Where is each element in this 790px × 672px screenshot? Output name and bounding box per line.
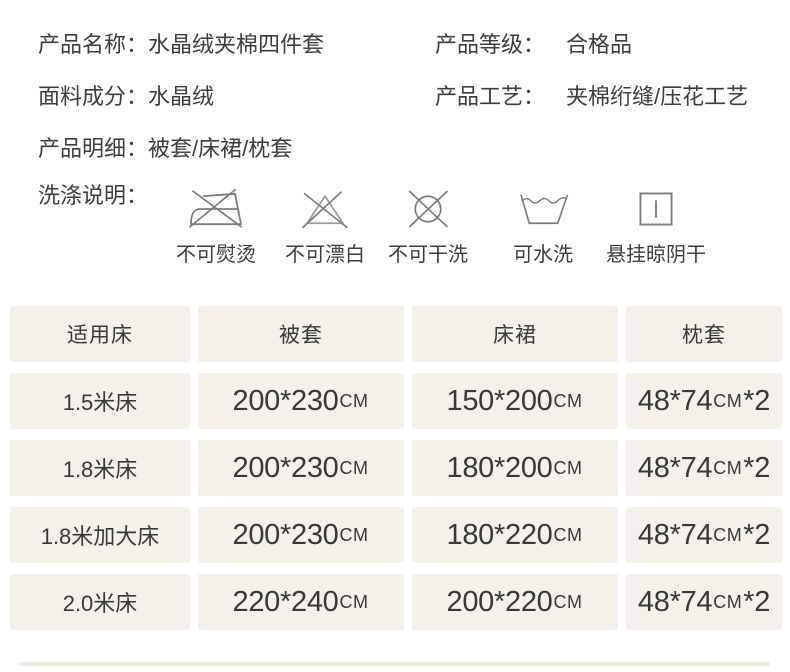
size-value: 180*220	[446, 518, 553, 551]
size-unit: CM	[339, 457, 369, 478]
table-row: 1.5米床 200*230 CM 150*200 CM 48*74 CM *2	[0, 373, 790, 429]
duvet-size-cell: 220*240 CM	[198, 574, 404, 630]
size-unit: CM	[713, 524, 743, 545]
size-value: 48*74	[637, 518, 713, 551]
size-unit: CM	[713, 390, 743, 411]
pillow-qty: *2	[743, 518, 771, 551]
washing-caption: 不可熨烫	[176, 244, 256, 266]
bed-size-cell: 2.0米床	[10, 574, 190, 630]
skirt-size-cell: 180*220 CM	[412, 507, 618, 563]
pillow-qty: *2	[743, 384, 771, 417]
field-label: 产品名称：	[38, 32, 149, 57]
size-value: 48*74	[637, 384, 713, 417]
table-header-bed: 适用床	[10, 306, 190, 362]
size-unit: CM	[553, 524, 583, 545]
washing-item-no-iron: 不可熨烫	[176, 186, 256, 267]
size-value: 200*220	[446, 585, 553, 618]
field-value: 合格品	[566, 32, 633, 57]
no-iron-icon	[176, 186, 256, 232]
duvet-size-cell: 200*230 CM	[198, 440, 404, 496]
section-divider	[20, 662, 770, 666]
table-header-duvet: 被套	[198, 306, 404, 362]
pillow-qty: *2	[743, 585, 771, 618]
size-unit: CM	[713, 591, 743, 612]
no-dry-clean-icon	[388, 186, 468, 232]
washing-item-no-dry-clean: 不可干洗	[388, 186, 468, 267]
bed-size-cell: 1.5米床	[10, 373, 190, 429]
pillow-size-cell: 48*74 CM *2	[626, 574, 782, 630]
table-header-pillow: 枕套	[626, 306, 782, 362]
size-value: 220*240	[232, 585, 339, 618]
field-fabric-composition: 面料成分：水晶绒	[38, 83, 214, 111]
size-value: 180*200	[446, 451, 553, 484]
field-value: 水晶绒	[148, 84, 215, 109]
field-value: 被套/床裙/枕套	[148, 136, 293, 161]
field-label: 产品明细：	[38, 136, 149, 161]
washing-caption: 可水洗	[513, 244, 573, 266]
table-row: 1.8米加大床 200*230 CM 180*220 CM 48*74 CM *2	[0, 507, 790, 563]
water-wash-ok-icon	[513, 186, 573, 232]
field-value: 水晶绒夹棉四件套	[148, 32, 325, 57]
pillow-qty: *2	[743, 451, 771, 484]
field-value: 夹棉绗缝/压花工艺	[566, 84, 749, 109]
table-header-skirt: 床裙	[412, 306, 618, 362]
size-value: 150*200	[446, 384, 553, 417]
duvet-size-cell: 200*230 CM	[198, 373, 404, 429]
pillow-size-cell: 48*74 CM *2	[626, 373, 782, 429]
size-unit: CM	[339, 524, 369, 545]
size-value: 200*230	[232, 384, 339, 417]
washing-caption: 不可漂白	[285, 244, 365, 266]
no-bleach-icon	[285, 186, 365, 232]
bed-size-cell: 1.8米床	[10, 440, 190, 496]
table-row: 1.8米床 200*230 CM 180*200 CM 48*74 CM *2	[0, 440, 790, 496]
washing-item-hang-dry: 悬挂晾阴干	[606, 186, 706, 267]
size-unit: CM	[553, 591, 583, 612]
skirt-size-cell: 180*200 CM	[412, 440, 618, 496]
field-label: 产品等级：	[435, 32, 546, 57]
size-unit: CM	[339, 591, 369, 612]
size-unit: CM	[553, 390, 583, 411]
size-value: 200*230	[232, 451, 339, 484]
field-product-name: 产品名称：水晶绒夹棉四件套	[38, 31, 324, 59]
washing-instructions-label: 洗涤说明：	[38, 183, 149, 208]
washing-caption: 不可干洗	[388, 244, 468, 266]
size-unit: CM	[339, 390, 369, 411]
washing-item-no-bleach: 不可漂白	[285, 186, 365, 267]
table-header-row: 适用床 被套 床裙 枕套	[0, 306, 790, 362]
size-unit: CM	[713, 457, 743, 478]
size-value: 48*74	[637, 451, 713, 484]
field-label: 面料成分：	[38, 84, 149, 109]
table-row: 2.0米床 220*240 CM 200*220 CM 48*74 CM *2	[0, 574, 790, 630]
field-product-grade: 产品等级： 合格品	[435, 31, 632, 59]
pillow-size-cell: 48*74 CM *2	[626, 440, 782, 496]
field-label: 产品工艺：	[435, 84, 546, 109]
size-unit: CM	[553, 457, 583, 478]
skirt-size-cell: 200*220 CM	[412, 574, 618, 630]
field-product-craft: 产品工艺： 夹棉绗缝/压花工艺	[435, 83, 748, 111]
duvet-size-cell: 200*230 CM	[198, 507, 404, 563]
skirt-size-cell: 150*200 CM	[412, 373, 618, 429]
washing-item-water-wash: 可水洗	[513, 186, 573, 267]
hang-dry-in-shade-icon	[606, 186, 706, 232]
washing-caption: 悬挂晾阴干	[606, 244, 706, 266]
size-value: 200*230	[232, 518, 339, 551]
pillow-size-cell: 48*74 CM *2	[626, 507, 782, 563]
field-product-detail: 产品明细：被套/床裙/枕套	[38, 135, 292, 163]
bed-size-cell: 1.8米加大床	[10, 507, 190, 563]
size-value: 48*74	[637, 585, 713, 618]
